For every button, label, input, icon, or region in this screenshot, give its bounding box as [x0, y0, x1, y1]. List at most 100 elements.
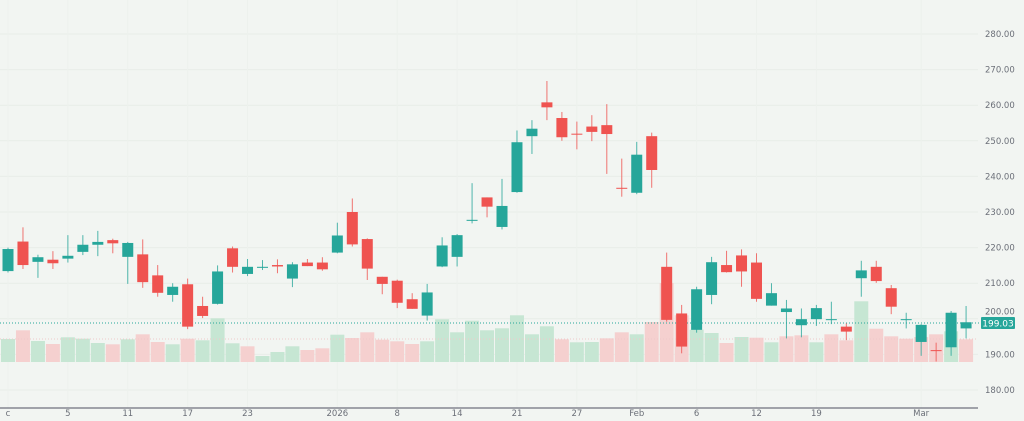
candle [286, 262, 298, 288]
candle-body [376, 276, 388, 284]
candle [661, 252, 673, 322]
volume-bar [195, 340, 210, 362]
candle-body [556, 118, 568, 138]
candle [481, 197, 493, 218]
candle [227, 246, 239, 273]
candle-body [496, 205, 508, 227]
volume-bar [824, 334, 839, 362]
volume-bar [569, 342, 584, 362]
candle-body [706, 262, 718, 295]
candle-body [751, 262, 762, 299]
x-tick-label: 5 [65, 409, 70, 419]
x-tick-label: 11 [122, 409, 133, 419]
x-tick-label: 17 [182, 409, 193, 419]
candle [451, 234, 463, 267]
volume-bar [794, 335, 809, 362]
candle-body [227, 248, 239, 267]
candle-body [481, 197, 493, 207]
candle-body [436, 245, 448, 267]
volume-bar [90, 343, 105, 362]
candle [765, 283, 777, 306]
x-tick-label: 27 [571, 409, 582, 419]
volume-bar [450, 332, 465, 362]
candle-body [586, 126, 598, 132]
candle [346, 198, 358, 247]
candle-body [167, 286, 179, 295]
candle [496, 178, 508, 230]
x-tick-label: 23 [242, 409, 253, 419]
volume-bar [225, 343, 240, 362]
candle-body [601, 125, 613, 135]
candle-body [77, 244, 89, 252]
volume-bar [165, 344, 180, 362]
candle [541, 80, 553, 121]
candle [900, 312, 912, 329]
candle [751, 253, 762, 302]
candle [92, 230, 104, 257]
candle [182, 278, 194, 330]
volume-bar [719, 343, 734, 362]
x-tick-label: 8 [395, 409, 400, 419]
candle-body [765, 293, 777, 306]
candle-body [286, 264, 298, 279]
candle [421, 283, 433, 321]
candle-body [661, 266, 673, 320]
y-tick-label: 230.00 [985, 208, 1015, 218]
candle [376, 276, 388, 295]
candle-body [466, 219, 478, 221]
candle-body [47, 259, 59, 264]
candle-body [17, 241, 29, 266]
candle [691, 286, 703, 333]
x-tick-label: 21 [512, 409, 523, 419]
volume-bar [255, 356, 270, 362]
y-tick-label: 220.00 [985, 244, 1015, 254]
candle-body [526, 128, 538, 137]
candle [676, 304, 688, 354]
candle-body [256, 266, 268, 268]
candle [721, 250, 733, 273]
candle [331, 222, 343, 254]
volume-bar [435, 319, 450, 362]
candle-body [122, 242, 134, 257]
candle-body [2, 249, 14, 272]
x-tick-label: 14 [452, 409, 463, 419]
candle-body [571, 133, 583, 135]
candle [32, 254, 44, 278]
volume-bar [240, 346, 255, 362]
x-tick-label: 6 [694, 409, 699, 419]
y-tick-label: 280.00 [985, 30, 1015, 40]
candle [466, 183, 478, 224]
candle [601, 104, 613, 174]
candle [915, 324, 927, 356]
volume-bar [899, 338, 914, 362]
candle-body [32, 257, 44, 262]
candle [391, 279, 403, 309]
candle-body [421, 292, 433, 316]
candle-body [137, 254, 149, 283]
candle [526, 120, 538, 154]
candle-body [182, 284, 194, 327]
x-tick-label: Mar [913, 409, 930, 419]
candle-body [840, 326, 852, 332]
y-tick-label: 250.00 [985, 137, 1015, 147]
volume-bar [584, 342, 599, 362]
candle-body [271, 265, 283, 267]
volume-bar [300, 350, 315, 362]
candle-body [736, 255, 748, 272]
candle [47, 251, 59, 269]
candle-body [212, 271, 224, 304]
volume-bar [734, 337, 749, 362]
volume-bar [210, 318, 225, 362]
candle-body [406, 299, 418, 309]
x-tick-label: 2026 [327, 409, 349, 419]
volume-bar [465, 320, 480, 362]
y-tick-label: 270.00 [985, 66, 1015, 76]
candle-body [780, 308, 792, 313]
candle-body [331, 235, 343, 253]
volume-bar [345, 338, 360, 362]
x-tick-label: c [6, 409, 11, 419]
candle-body [511, 142, 523, 193]
candle [406, 293, 418, 309]
last-price-badge: 199.03 [981, 317, 1015, 330]
